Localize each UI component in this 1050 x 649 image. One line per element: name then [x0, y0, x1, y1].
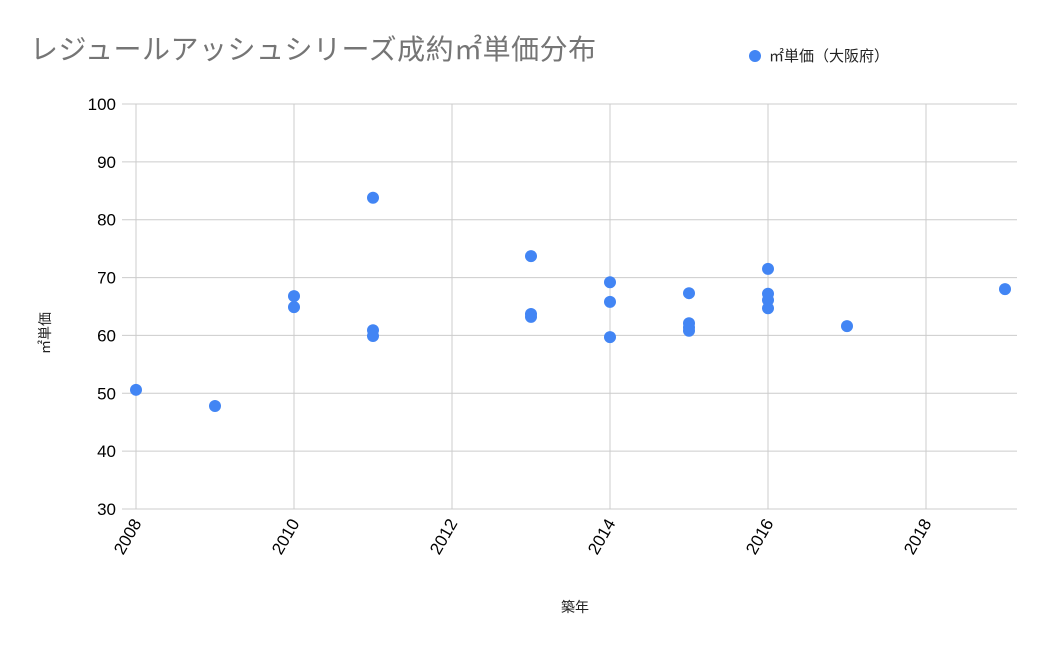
legend-label: ㎡単価（大阪府）: [769, 47, 890, 65]
data-point: [525, 250, 537, 263]
data-point: [762, 262, 774, 275]
y-axis-ticks: 30 40 50 60 70 80 90 100: [88, 95, 116, 519]
y-tick-label: 30: [97, 500, 116, 519]
data-point: [130, 383, 142, 396]
data-point: [367, 330, 379, 343]
y-axis-title: ㎡単価: [38, 312, 54, 354]
data-points: [130, 191, 1011, 413]
y-tick-label: 40: [97, 442, 116, 461]
legend-marker-icon: [749, 49, 761, 62]
x-tick-label: 2014: [584, 516, 619, 558]
gridlines: [122, 103, 1017, 510]
data-point: [762, 302, 774, 315]
y-tick-label: 80: [97, 211, 116, 230]
data-point: [683, 324, 695, 337]
data-point: [604, 331, 616, 344]
chart-title: レジュールアッシュシリーズ成約㎡単価分布: [30, 33, 597, 66]
data-point: [288, 301, 300, 314]
data-point: [999, 283, 1011, 296]
data-point: [604, 295, 616, 308]
x-tick-label: 2018: [900, 516, 935, 558]
y-tick-label: 90: [97, 153, 116, 172]
data-point: [841, 320, 853, 333]
x-axis-ticks: 2008 2010 2012 2014 2016 2018: [110, 516, 935, 558]
data-point: [209, 400, 221, 413]
x-tick-label: 2010: [268, 516, 303, 558]
x-tick-label: 2016: [742, 516, 777, 558]
legend: ㎡単価（大阪府）: [749, 45, 889, 66]
x-tick-label: 2008: [110, 516, 145, 558]
data-point: [288, 290, 300, 303]
x-axis-title: 築年: [561, 600, 589, 616]
data-point: [367, 191, 379, 204]
y-tick-label: 100: [88, 95, 116, 114]
x-tick-label: 2012: [426, 516, 461, 558]
data-point: [683, 287, 695, 300]
y-tick-label: 60: [97, 326, 116, 345]
y-tick-label: 50: [97, 384, 116, 403]
data-point: [604, 276, 616, 289]
y-tick-label: 70: [97, 269, 116, 288]
data-point: [525, 310, 537, 323]
